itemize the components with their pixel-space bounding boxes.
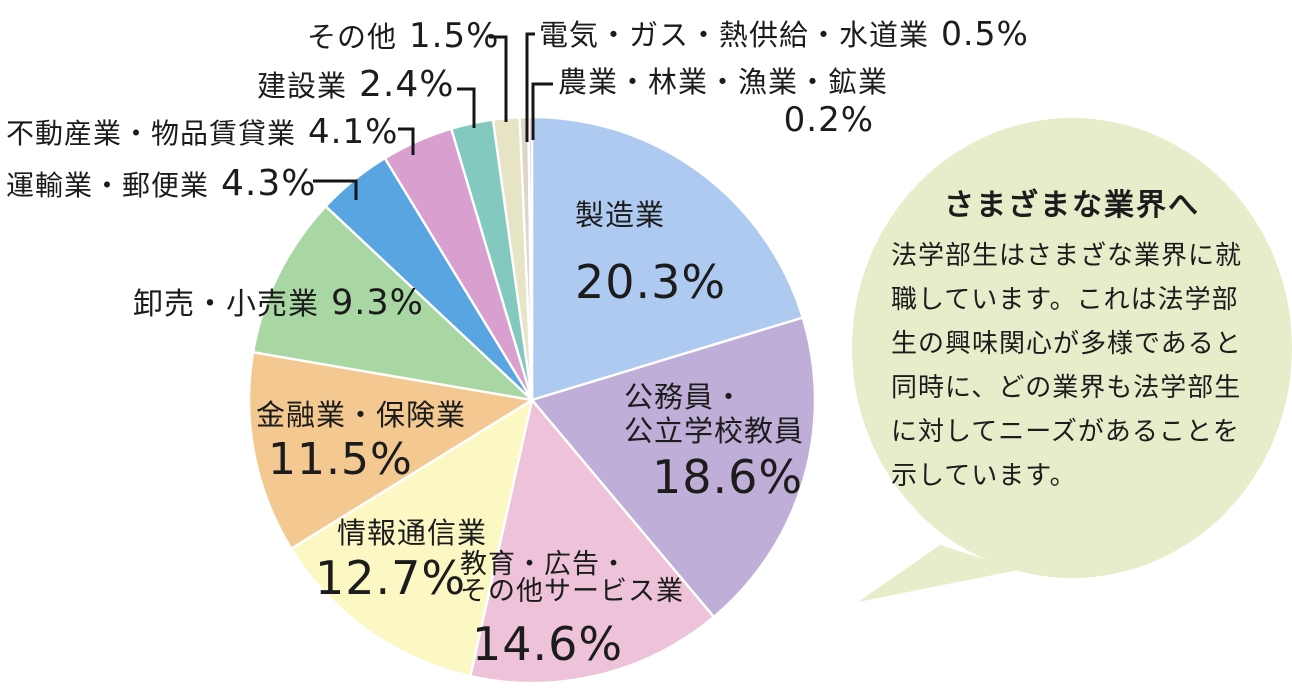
leader-construction: [457, 87, 476, 128]
slice-name: 情報通信業: [337, 516, 488, 550]
label-finance-insurance: 金融業・保険業 11.5%: [256, 398, 467, 485]
leader-agriculture: [531, 82, 553, 140]
slice-percent: 14.6%: [472, 617, 624, 671]
slice-name-line2: 公立学校教員: [624, 413, 805, 448]
slice-percent: 1.5%: [409, 16, 500, 56]
label-public-servants-teachers: 公務員・ 公立学校教員 18.6%: [624, 380, 805, 505]
label-wholesale-retail: 卸売・小売業 9.3%: [133, 283, 424, 323]
leader-real-estate: [398, 127, 415, 155]
slice-name: 金融業・保険業: [256, 398, 467, 432]
label-other: その他 1.5%: [307, 16, 499, 56]
slice-name: 建設業: [257, 69, 348, 103]
pie-slice-5: [251, 205, 534, 402]
bubble-line: 生の興味関心が多様であると: [891, 329, 1242, 359]
slice-name-line1: 公務員・: [624, 380, 745, 414]
slice-percent: 0.2%: [783, 99, 875, 140]
slice-percent: 0.5%: [941, 14, 1029, 53]
bubble-body: 法学部生はさまざな業界に就 職しています。これは法学部 生の興味関心が多様である…: [891, 234, 1242, 498]
label-transport-postal: 運輸業・郵便業 4.3%: [6, 163, 316, 204]
slice-name: 不動産業・物品賃貸業: [6, 117, 297, 150]
bubble-line: に対してニーズがあることを: [891, 417, 1240, 447]
label-manufacturing: 製造業 20.3%: [575, 198, 727, 309]
leader-lines: [313, 32, 553, 200]
label-construction: 建設業 2.4%: [257, 64, 454, 105]
slice-percent: 12.7%: [315, 550, 467, 605]
slice-name: 農業・林業・漁業・鉱業: [558, 65, 889, 99]
pie-slice-3: [290, 398, 534, 678]
slice-name: 製造業: [575, 198, 666, 232]
slice-percent: 2.4%: [359, 64, 455, 105]
slice-name-line2: その他サービス業: [460, 576, 684, 607]
slice-name: 運輸業・郵便業: [6, 169, 210, 202]
leader-transport-postal: [313, 179, 358, 200]
label-real-estate-rental: 不動産業・物品賃貸業 4.1%: [6, 112, 398, 152]
label-agriculture-forestry-fishing-mining: 農業・林業・漁業・鉱業 0.2%: [558, 65, 889, 140]
pie-chart: [247, 115, 817, 685]
bubble-line: 同時に、どの業界も法学部生: [891, 373, 1242, 403]
pie-slice-0: [530, 115, 804, 402]
bubble-line: 示しています。: [891, 461, 1077, 491]
leader-other: [489, 35, 508, 122]
slice-name: その他: [307, 20, 398, 54]
speech-bubble-tail: [858, 545, 1018, 602]
slice-percent: 9.3%: [331, 283, 424, 323]
speech-bubble-shape: [852, 118, 1292, 602]
leader-utilities: [525, 32, 535, 142]
speech-bubble-ellipse: [852, 118, 1292, 578]
pie-slice-4: [247, 351, 534, 550]
slice-percent: 20.3%: [575, 254, 727, 309]
pie-slice-1: [530, 316, 817, 619]
bubble-title: さまざまな業界へ: [944, 188, 1200, 223]
slice-percent: 4.1%: [308, 112, 399, 152]
bubble-line: 職しています。これは法学部: [891, 285, 1239, 315]
slice-name: 卸売・小売業: [133, 287, 319, 322]
bubble-line: 法学部生はさまざな業界に就: [891, 241, 1243, 271]
slice-percent: 4.3%: [221, 163, 317, 204]
pie-slice-2: [469, 398, 715, 685]
label-education-advertising-services: 教育・広告・ その他サービス業 14.6%: [460, 551, 684, 668]
slice-name-line1: 教育・広告・: [460, 549, 628, 580]
label-utilities: 電気・ガス・熱供給・水道業 0.5%: [539, 14, 1029, 53]
label-information-communications: 情報通信業 12.7%: [315, 516, 488, 605]
slice-percent: 18.6%: [652, 450, 804, 505]
slice-name: 電気・ガス・熱供給・水道業: [539, 18, 930, 52]
slice-percent: 11.5%: [268, 433, 413, 485]
